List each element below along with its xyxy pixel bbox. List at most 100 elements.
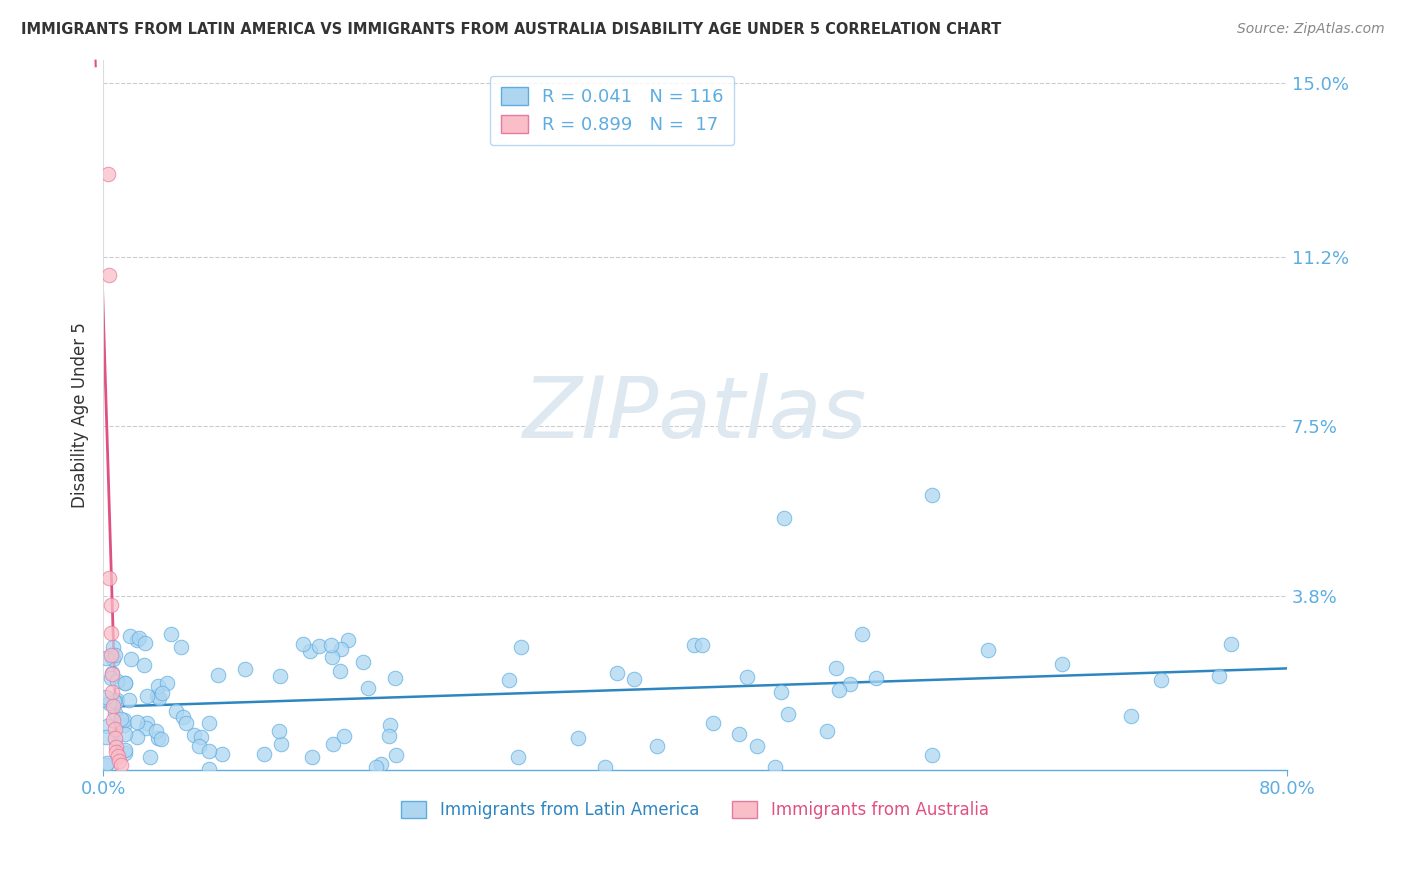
Point	[828, 682, 851, 697]
Point	[118, 692, 141, 706]
Point	[1150, 673, 1173, 687]
Point	[101, 685, 124, 699]
Point	[94, 731, 117, 745]
Point	[188, 739, 211, 753]
Point	[352, 655, 374, 669]
Point	[329, 641, 352, 656]
Point	[509, 640, 531, 654]
Point	[104, 731, 127, 745]
Point	[211, 747, 233, 762]
Point	[105, 740, 128, 755]
Point	[114, 675, 136, 690]
Point	[100, 671, 122, 685]
Point	[120, 652, 142, 666]
Point	[1119, 709, 1142, 723]
Point	[270, 737, 292, 751]
Point	[772, 511, 794, 525]
Point	[148, 679, 170, 693]
Text: IMMIGRANTS FROM LATIN AMERICA VS IMMIGRANTS FROM AUSTRALIA DISABILITY AGE UNDER : IMMIGRANTS FROM LATIN AMERICA VS IMMIGRA…	[21, 22, 1001, 37]
Point	[165, 704, 187, 718]
Point	[321, 737, 343, 751]
Point	[645, 739, 668, 754]
Point	[692, 638, 714, 652]
Point	[150, 686, 173, 700]
Point	[97, 167, 120, 181]
Point	[321, 639, 343, 653]
Point	[135, 689, 157, 703]
Point	[321, 649, 343, 664]
Point	[291, 638, 314, 652]
Point	[735, 670, 758, 684]
Point	[103, 694, 125, 708]
Point	[112, 713, 135, 727]
Point	[299, 644, 322, 658]
Point	[146, 689, 169, 703]
Point	[98, 570, 121, 584]
Point	[851, 627, 873, 641]
Point	[378, 718, 401, 732]
Point	[104, 732, 127, 747]
Point	[136, 716, 159, 731]
Point	[110, 712, 132, 726]
Point	[94, 690, 117, 705]
Point	[101, 640, 124, 654]
Point	[329, 665, 352, 679]
Point	[370, 756, 392, 771]
Point	[815, 724, 838, 739]
Point	[94, 758, 117, 772]
Point	[98, 696, 121, 710]
Point	[103, 698, 125, 713]
Point	[104, 722, 127, 736]
Point	[101, 666, 124, 681]
Point	[125, 633, 148, 648]
Point	[839, 677, 862, 691]
Point	[104, 648, 127, 662]
Point	[101, 666, 124, 681]
Point	[269, 669, 291, 683]
Point	[114, 676, 136, 690]
Point	[683, 638, 706, 652]
Point	[183, 728, 205, 742]
Legend: Immigrants from Latin America, Immigrants from Australia: Immigrants from Latin America, Immigrant…	[395, 794, 995, 826]
Point	[207, 667, 229, 681]
Point	[364, 760, 387, 774]
Point	[132, 658, 155, 673]
Point	[94, 650, 117, 665]
Point	[105, 674, 128, 689]
Point	[357, 681, 380, 695]
Point	[172, 709, 194, 723]
Point	[110, 758, 132, 772]
Point	[128, 631, 150, 645]
Point	[763, 760, 786, 774]
Point	[190, 730, 212, 744]
Point	[197, 744, 219, 758]
Point	[378, 730, 401, 744]
Point	[921, 747, 943, 762]
Point	[198, 716, 221, 731]
Point	[174, 715, 197, 730]
Point	[105, 692, 128, 706]
Point	[506, 750, 529, 764]
Point	[139, 750, 162, 764]
Point	[100, 648, 122, 663]
Point	[105, 695, 128, 709]
Point	[104, 706, 127, 720]
Point	[100, 625, 122, 640]
Point	[198, 762, 221, 776]
Point	[233, 662, 256, 676]
Point	[825, 661, 848, 675]
Point	[593, 760, 616, 774]
Point	[728, 727, 751, 741]
Point	[120, 629, 142, 643]
Point	[606, 666, 628, 681]
Point	[127, 714, 149, 729]
Point	[269, 724, 291, 739]
Point	[977, 643, 1000, 657]
Point	[105, 745, 128, 759]
Point	[702, 716, 724, 731]
Point	[134, 636, 156, 650]
Point	[156, 676, 179, 690]
Point	[1208, 669, 1230, 683]
Point	[498, 673, 520, 688]
Point	[108, 754, 131, 768]
